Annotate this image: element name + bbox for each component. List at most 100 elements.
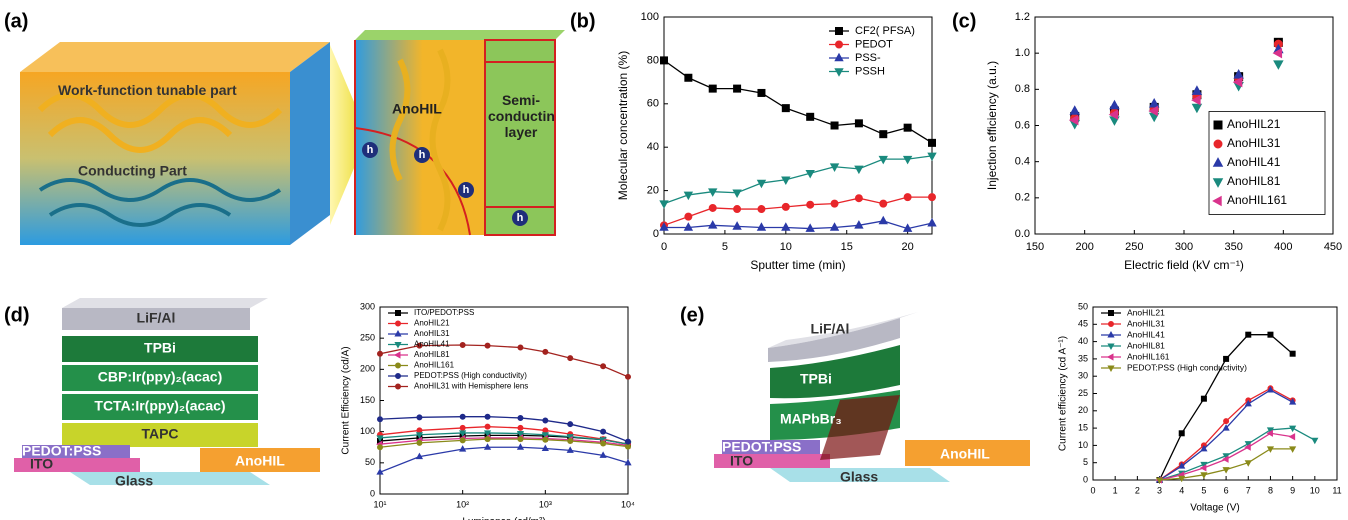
marker <box>835 54 843 61</box>
legend-label: AnoHIL31 <box>1227 136 1281 150</box>
marker <box>836 28 843 35</box>
marker <box>485 444 491 449</box>
marker <box>417 440 422 445</box>
anohil-block <box>355 40 490 235</box>
y-tick-label: 0.8 <box>1015 83 1030 95</box>
marker <box>417 428 422 433</box>
box-side <box>290 42 330 245</box>
marker <box>485 424 490 429</box>
x-tick-label: 10 <box>780 241 792 253</box>
legend-label: AnoHIL21 <box>1127 307 1165 317</box>
device-d: LiF/Al TPBi CBP:Ir(ppy)₂(acac) TCTA:Ir(p… <box>14 298 320 489</box>
panel-label: (b) <box>570 10 596 32</box>
legend-label: AnoHIL21 <box>414 319 450 328</box>
panel-label: (d) <box>4 304 30 326</box>
marker <box>377 469 383 474</box>
series-line <box>664 221 932 229</box>
marker <box>734 206 741 213</box>
x-tick-label: 8 <box>1268 485 1273 495</box>
x-tick-label: 7 <box>1246 485 1251 495</box>
legend-label: AnoHIL31 <box>414 329 450 338</box>
marker <box>929 139 936 146</box>
marker <box>709 85 716 92</box>
legend-label: PEDOT <box>855 38 893 50</box>
x-tick-label: 400 <box>1274 241 1292 253</box>
marker <box>782 223 790 230</box>
y-tick-label: 35 <box>1078 353 1088 363</box>
marker <box>396 384 401 389</box>
x-tick-label: 0 <box>1090 485 1095 495</box>
label: AnoHIL <box>392 101 442 117</box>
y-tick-label: 300 <box>360 301 375 311</box>
legend-label: AnoHIL81 <box>1127 340 1165 350</box>
legend-label: AnoHIL31 <box>1127 318 1165 328</box>
marker <box>880 131 887 138</box>
layer-label: LiF/Al <box>811 321 850 337</box>
layer-label: ITO <box>30 456 53 472</box>
x-tick-label: 2 <box>1135 485 1140 495</box>
marker <box>855 166 863 173</box>
x-tick-label: 10¹ <box>373 499 386 509</box>
y-tick-label: 25 <box>1078 388 1088 398</box>
marker <box>601 364 606 369</box>
x-tick-label: 350 <box>1224 241 1242 253</box>
marker <box>758 89 765 96</box>
y-tick-label: 0.0 <box>1015 228 1030 240</box>
marker <box>1109 311 1114 316</box>
layer-label: TPBi <box>800 371 832 387</box>
legend-label: PEDOT:PSS (High conductivity) <box>414 371 527 380</box>
marker <box>1201 473 1207 478</box>
marker <box>1312 438 1318 443</box>
marker <box>626 444 631 449</box>
marker <box>685 213 692 220</box>
legend-label: AnoHIL81 <box>1227 174 1281 188</box>
y-tick-label: 15 <box>1078 422 1088 432</box>
hole: h <box>512 210 528 226</box>
y-tick-label: 50 <box>1078 301 1088 311</box>
x-axis-label: Luminance (cd/m²) <box>462 517 545 520</box>
marker <box>733 190 741 197</box>
legend-label: AnoHIL161 <box>414 361 455 370</box>
marker <box>855 195 862 202</box>
marker <box>626 439 631 444</box>
marker <box>1290 351 1295 356</box>
marker <box>836 41 843 48</box>
y-axis-label: Current efficiency (cd A⁻¹) <box>1058 336 1069 451</box>
marker <box>1268 332 1273 337</box>
x-tick-label: 3 <box>1157 485 1162 495</box>
layer-label: AnoHIL <box>940 446 990 462</box>
marker <box>928 219 936 226</box>
y-tick-label: 5 <box>1083 457 1088 467</box>
y-tick-label: 40 <box>1078 336 1088 346</box>
layer-label: MAPbBr₃ <box>780 411 842 427</box>
y-tick-label: 1.2 <box>1015 11 1030 23</box>
marker <box>1108 366 1114 371</box>
legend-label: PSSH <box>855 65 885 77</box>
marker <box>835 69 843 76</box>
marker <box>568 422 573 427</box>
x-axis-label: Voltage (V) <box>1190 503 1239 514</box>
hole-label: h <box>463 184 470 196</box>
diagram-a: Work-function tunable part Conducting Pa… <box>20 30 565 245</box>
marker <box>396 321 401 326</box>
marker <box>1108 332 1114 337</box>
marker <box>460 446 466 451</box>
layer-label: Glass <box>840 469 878 485</box>
marker <box>396 374 401 379</box>
marker <box>1193 104 1202 112</box>
chart: 1502002503003504004500.00.20.40.60.81.01… <box>985 11 1342 272</box>
marker <box>1246 332 1251 337</box>
marker <box>1214 140 1222 148</box>
box-top <box>20 42 330 72</box>
y-tick-label: 30 <box>1078 371 1088 381</box>
marker <box>831 200 838 207</box>
marker <box>831 122 838 129</box>
marker <box>460 425 465 430</box>
marker <box>378 417 383 422</box>
y-tick-label: 40 <box>647 141 659 153</box>
chart: 10¹10²10³10⁴050100150200250300Luminance … <box>341 301 635 520</box>
y-axis-label: Molecular concentration (%) <box>616 51 630 200</box>
marker <box>626 374 631 379</box>
y-tick-label: 250 <box>360 333 375 343</box>
hole-label: h <box>419 149 426 161</box>
